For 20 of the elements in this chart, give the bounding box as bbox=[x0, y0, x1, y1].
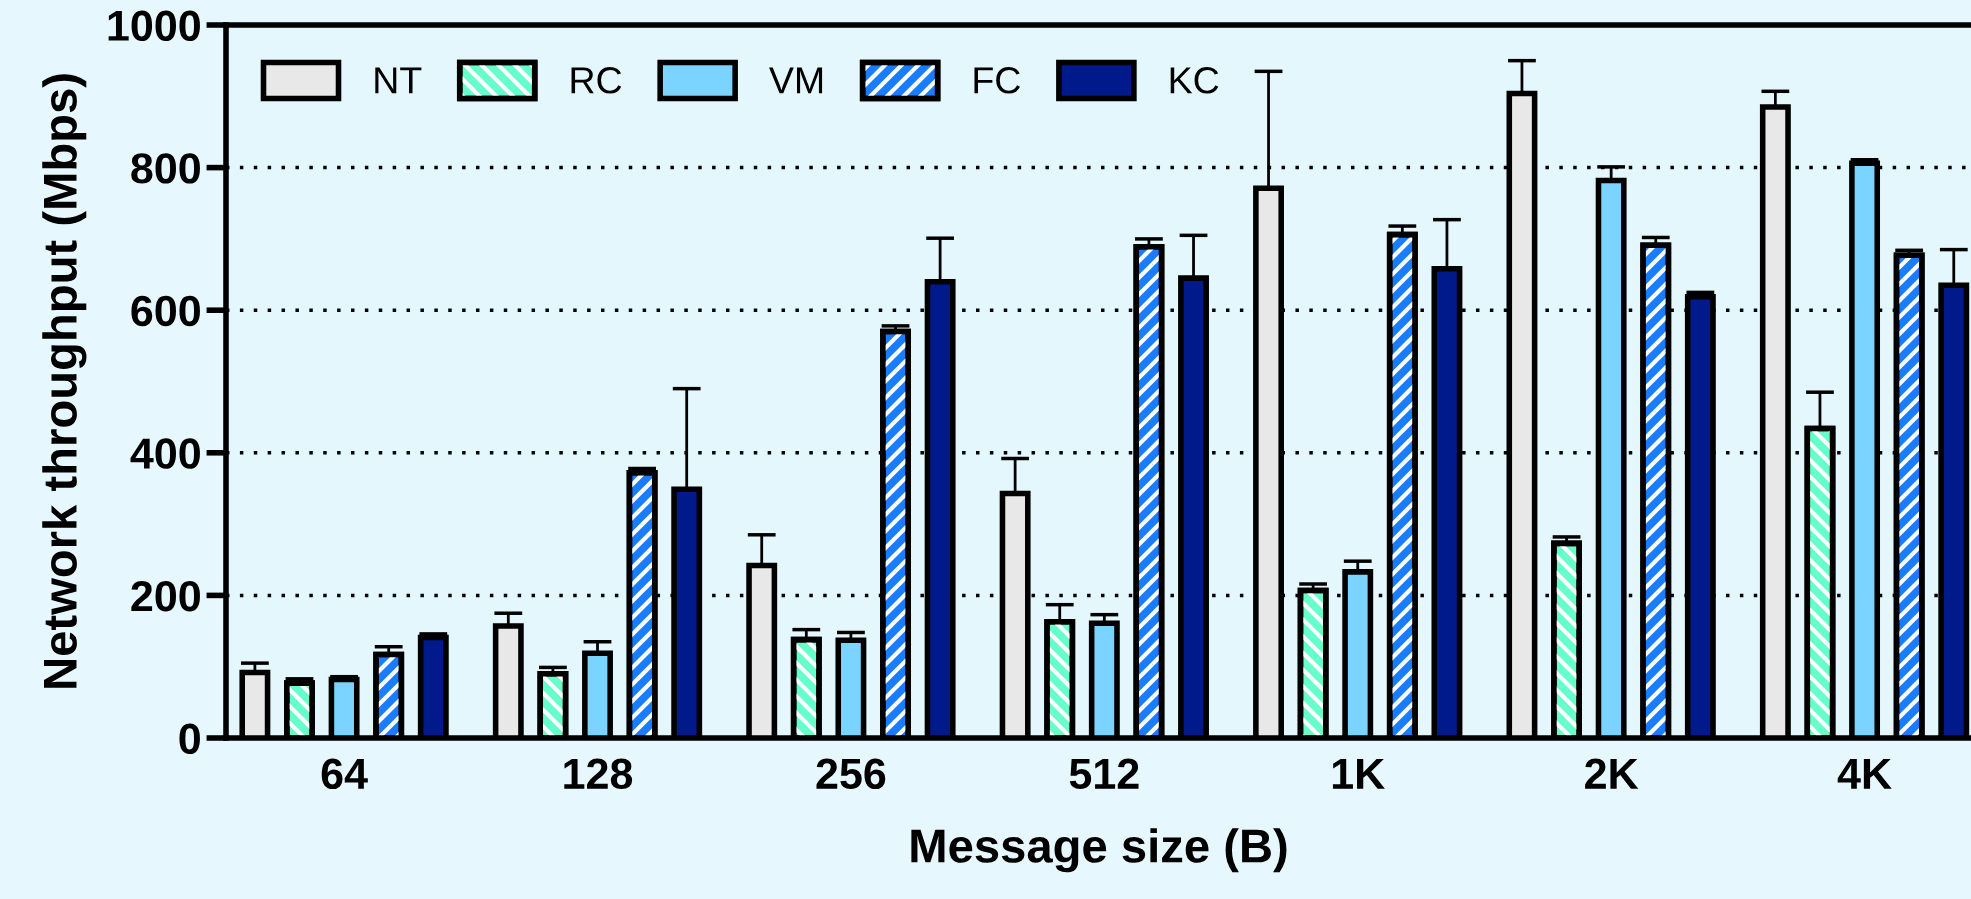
x-axis-title: Message size (B) bbox=[911, 828, 1287, 873]
y-tick-label: 800 bbox=[131, 153, 200, 184]
legend-label: VM bbox=[769, 67, 823, 94]
x-tick-label: 1K bbox=[1332, 759, 1385, 789]
x-tick-label: 256 bbox=[816, 758, 886, 790]
legend-label: FC bbox=[974, 67, 1020, 94]
y-tick-label: 1000 bbox=[108, 10, 200, 42]
y-tick-label: 200 bbox=[131, 580, 200, 612]
x-tick-label: 512 bbox=[1069, 758, 1139, 790]
y-tick-label: 600 bbox=[131, 295, 200, 327]
x-tick-label: 64 bbox=[321, 758, 368, 790]
x-tick-label: 128 bbox=[564, 758, 633, 790]
legend-label: RC bbox=[571, 67, 622, 94]
x-tick-label: 2K bbox=[1585, 758, 1639, 789]
legend-label: KC bbox=[1170, 67, 1219, 94]
y-axis-title: Network throughput (Mbps) bbox=[42, 74, 87, 688]
legend-label: NT bbox=[375, 67, 422, 94]
y-tick-label: 0 bbox=[179, 723, 200, 755]
y-tick-label: 400 bbox=[130, 438, 200, 469]
x-tick-label: 4K bbox=[1837, 759, 1892, 789]
